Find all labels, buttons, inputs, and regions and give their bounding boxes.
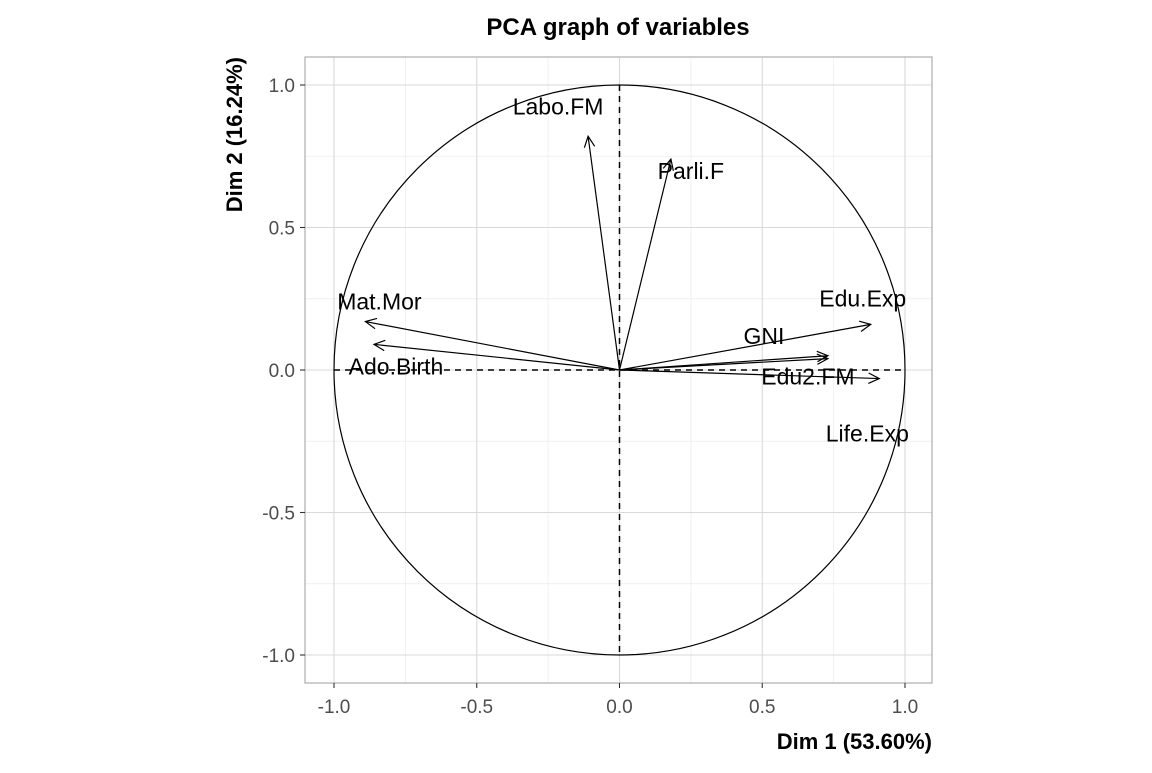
x-tick-label: -0.5 [460,697,493,718]
y-tick-label: -1.0 [262,646,295,667]
axis-ticks: -1.0 -0.5 0.0 0.5 1.0 -1.0 -0.5 0.0 0.5 1.0 [262,76,918,718]
chart-title: PCA graph of variables [486,14,749,41]
label-life-exp: Life.Exp [826,421,909,447]
y-tick-label: 0.0 [269,361,295,382]
arrow-shaft-life-exp [619,369,880,380]
x-tick-label: 0.5 [749,697,775,718]
label-parli-f: Parli.F [658,158,724,184]
label-ado-birth: Ado.Birth [349,353,444,379]
arrow-ado-birth [372,339,620,371]
arrow-shaft-parli-f [618,158,672,371]
x-tick-label: 0.0 [606,697,632,718]
y-tick-label: -0.5 [262,504,295,525]
arrow-head-life-exp [868,372,881,384]
label-labo-fm: Labo.FM [513,93,604,119]
variable-arrows [364,134,881,384]
arrow-edu-exp [619,320,873,371]
arrow-shaft-edu2-fm [619,358,828,371]
label-edu-exp: Edu.Exp [819,285,906,311]
x-axis-title: Dim 1 (53.60%) [777,729,932,754]
arrow-head-edu2-fm [816,353,830,365]
y-axis-title: Dim 2 (16.24%) [222,57,247,212]
variable-labels: Labo.FM Parli.F Edu.Exp GNI Edu2.FM Life.Exp M… [337,93,909,446]
arrow-mat-mor [364,317,620,371]
x-tick-label: -1.0 [318,697,351,718]
reference-lines [333,84,906,656]
arrow-head-mat-mor [364,317,378,330]
arrow-head-parli-f [662,157,674,171]
arrow-shaft-ado-birth [373,343,620,371]
arrow-head-gni [816,350,830,363]
y-tick-label: 0.5 [269,219,295,240]
label-mat-mor: Mat.Mor [337,289,422,315]
x-tick-label: 1.0 [892,697,918,718]
label-edu2-fm: Edu2.FM [761,364,854,390]
arrow-shaft-edu-exp [619,323,871,371]
unit-circle [333,84,906,656]
arrow-labo-fm [583,134,621,371]
arrow-edu2-fm [619,353,830,371]
arrow-shaft-mat-mor [365,320,620,371]
arrow-life-exp [619,369,881,384]
y-tick-label: 1.0 [269,76,295,97]
label-gni: GNI [743,323,784,349]
arrow-parli-f [618,157,674,371]
arrow-head-labo-fm [583,134,596,148]
arrow-head-ado-birth [372,339,386,352]
arrow-head-edu-exp [859,320,873,332]
arrow-shaft-labo-fm [587,136,621,371]
